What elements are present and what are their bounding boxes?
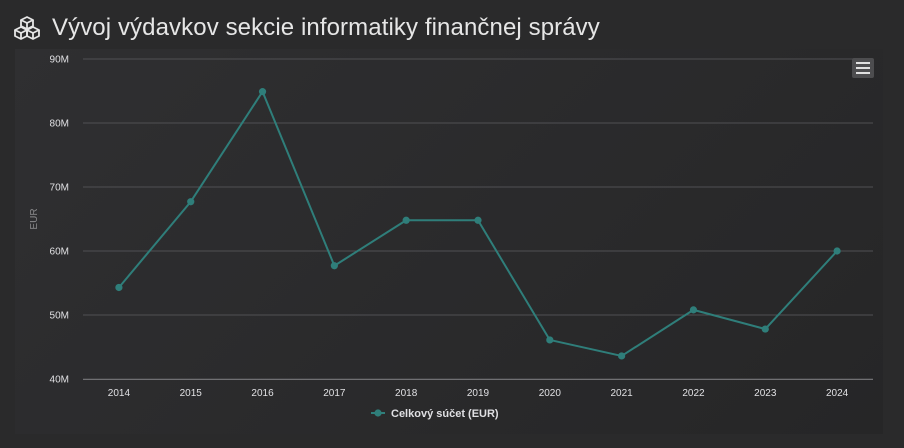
y-tick-label: 80M [50,119,69,130]
x-tick-label: 2017 [323,388,346,399]
data-point [402,216,410,224]
x-tick-label: 2018 [395,388,418,399]
y-tick-label: 50M [50,311,69,322]
data-point [761,325,769,333]
page-title: Vývoj výdavkov sekcie informatiky finanč… [52,14,600,41]
data-point [833,247,841,255]
x-tick-label: 2024 [826,388,849,399]
data-point [258,88,267,96]
x-tick-label: 2021 [611,388,634,399]
data-point [689,306,698,314]
y-tick-label: 40M [50,375,69,386]
line-chart: 40M 50M 60M 70M 80M 90M 2014 2015 2016 2017 2018 20… [29,55,873,420]
x-tick-label: 2016 [251,388,274,399]
chart-panel: 40M 50M 60M 70M 80M 90M 2014 2015 2016 2017 2018 20… [15,49,883,434]
data-point [618,352,626,360]
x-tick-label: 2015 [180,388,203,399]
y-axis-title: EUR [29,208,40,229]
data-point [115,283,123,292]
x-tick-label: 2022 [682,388,705,399]
x-tick-label: 2023 [754,388,777,399]
cubes-icon [14,15,40,41]
data-point [474,216,482,224]
chart-header: Vývoj výdavkov sekcie informatiky finanč… [14,12,600,44]
x-tick-label: 2020 [539,388,562,399]
y-tick-label: 90M [50,55,69,66]
y-tick-label: 70M [50,183,69,194]
x-tick-label: 2019 [467,388,490,399]
hamburger-menu-icon [856,62,870,64]
data-point [187,198,195,206]
chart-menu-button[interactable] [852,58,874,78]
y-tick-label: 60M [50,247,69,258]
data-point [546,336,554,344]
x-tick-label: 2014 [108,388,131,399]
legend-label: Celkový súčet (EUR) [391,408,499,420]
legend-marker [374,409,382,417]
data-point [330,262,338,270]
